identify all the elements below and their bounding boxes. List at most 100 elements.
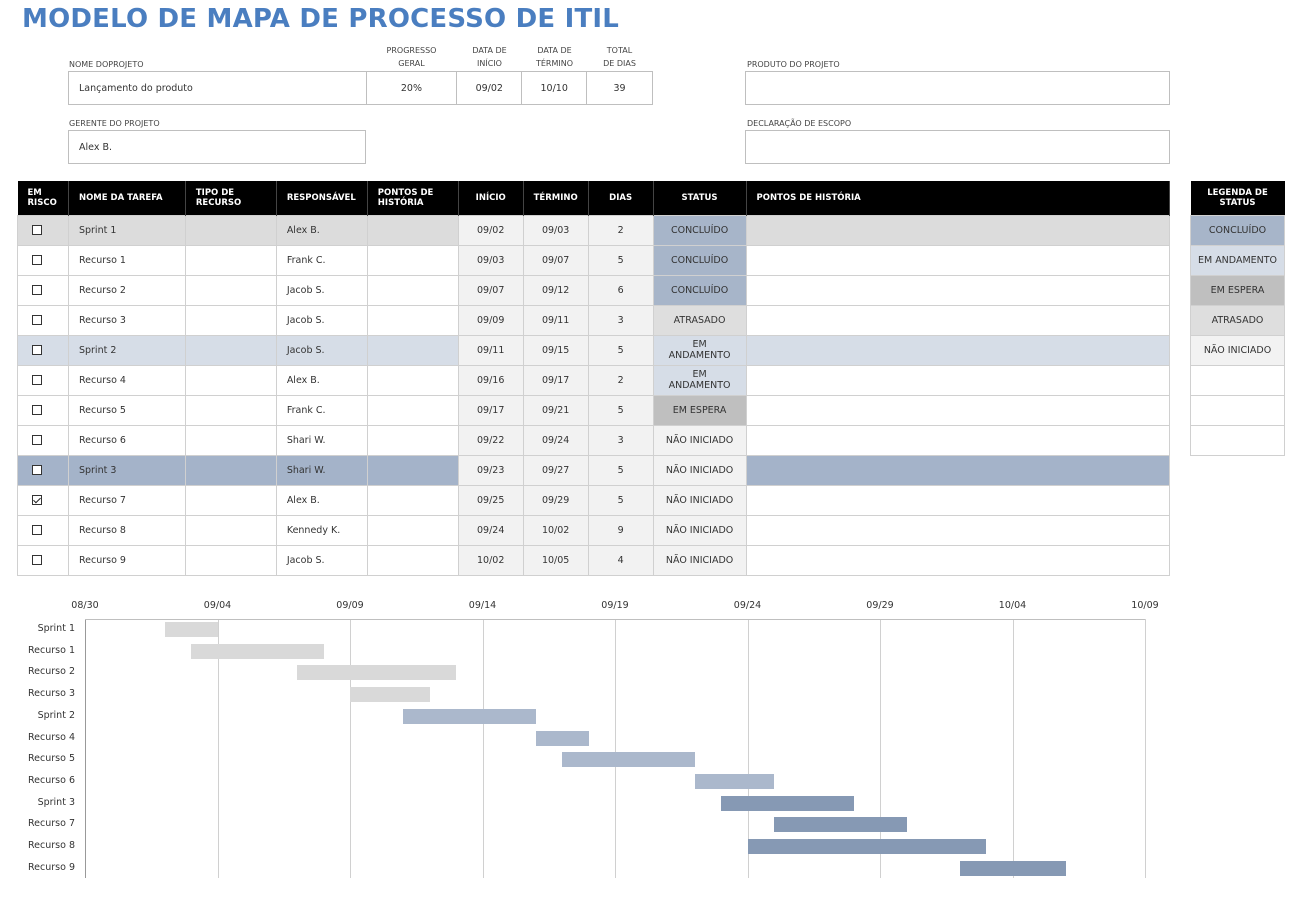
end-cell[interactable]: 09/07 bbox=[522, 244, 589, 276]
end-cell[interactable]: 10/05 bbox=[522, 544, 589, 576]
story-points-cell[interactable] bbox=[366, 544, 459, 576]
at-risk-checkbox[interactable] bbox=[32, 465, 42, 475]
owner-cell[interactable]: Alex B. bbox=[275, 214, 368, 246]
story-points-cell[interactable] bbox=[366, 364, 459, 396]
task-name-cell[interactable]: Recurso 4 bbox=[67, 364, 186, 396]
task-name-cell[interactable]: Sprint 3 bbox=[67, 454, 186, 486]
scope-statement-field[interactable] bbox=[745, 130, 1170, 164]
resource-type-cell[interactable] bbox=[184, 334, 277, 366]
end-cell[interactable]: 09/27 bbox=[522, 454, 589, 486]
task-name-cell[interactable]: Sprint 2 bbox=[67, 334, 186, 366]
resource-type-cell[interactable] bbox=[184, 214, 277, 246]
story-notes-cell[interactable] bbox=[745, 484, 1171, 516]
start-cell[interactable]: 09/17 bbox=[457, 394, 524, 426]
story-points-cell[interactable] bbox=[366, 484, 459, 516]
task-name-cell[interactable]: Sprint 1 bbox=[67, 214, 186, 246]
at-risk-checkbox[interactable] bbox=[32, 285, 42, 295]
task-name-cell[interactable]: Recurso 9 bbox=[67, 544, 186, 576]
owner-cell[interactable]: Alex B. bbox=[275, 364, 368, 396]
at-risk-checkbox[interactable] bbox=[32, 375, 42, 385]
end-cell[interactable]: 09/15 bbox=[522, 334, 589, 366]
start-cell[interactable]: 09/03 bbox=[457, 244, 524, 276]
task-name-cell[interactable]: Recurso 5 bbox=[67, 394, 186, 426]
story-notes-cell[interactable] bbox=[745, 394, 1171, 426]
story-points-cell[interactable] bbox=[366, 304, 459, 336]
status-cell[interactable]: EM ANDAMENTO bbox=[652, 334, 747, 366]
status-cell[interactable]: NÃO INICIADO bbox=[652, 424, 747, 456]
project-name-field[interactable]: Lançamento do produto bbox=[69, 72, 367, 104]
status-cell[interactable]: NÃO INICIADO bbox=[652, 454, 747, 486]
at-risk-checkbox[interactable] bbox=[32, 315, 42, 325]
owner-cell[interactable]: Alex B. bbox=[275, 484, 368, 516]
at-risk-checkbox[interactable] bbox=[32, 495, 42, 505]
progress-field[interactable]: 20% bbox=[367, 72, 458, 104]
resource-type-cell[interactable] bbox=[184, 484, 277, 516]
start-cell[interactable]: 09/11 bbox=[457, 334, 524, 366]
owner-cell[interactable]: Shari W. bbox=[275, 424, 368, 456]
at-risk-checkbox[interactable] bbox=[32, 435, 42, 445]
end-cell[interactable]: 10/02 bbox=[522, 514, 589, 546]
at-risk-checkbox[interactable] bbox=[32, 255, 42, 265]
resource-type-cell[interactable] bbox=[184, 364, 277, 396]
end-cell[interactable]: 09/21 bbox=[522, 394, 589, 426]
resource-type-cell[interactable] bbox=[184, 394, 277, 426]
start-cell[interactable]: 09/23 bbox=[457, 454, 524, 486]
start-cell[interactable]: 09/25 bbox=[457, 484, 524, 516]
resource-type-cell[interactable] bbox=[184, 274, 277, 306]
story-notes-cell[interactable] bbox=[745, 364, 1171, 396]
end-cell[interactable]: 09/17 bbox=[522, 364, 589, 396]
start-cell[interactable]: 09/07 bbox=[457, 274, 524, 306]
start-cell[interactable]: 10/02 bbox=[457, 544, 524, 576]
status-cell[interactable]: CONCLUÍDO bbox=[652, 214, 747, 246]
at-risk-checkbox[interactable] bbox=[32, 405, 42, 415]
total-days-field[interactable]: 39 bbox=[613, 82, 626, 94]
story-notes-cell[interactable] bbox=[745, 544, 1171, 576]
status-cell[interactable]: ATRASADO bbox=[652, 304, 747, 336]
owner-cell[interactable]: Frank C. bbox=[275, 244, 368, 276]
owner-cell[interactable]: Jacob S. bbox=[275, 544, 368, 576]
status-cell[interactable]: NÃO INICIADO bbox=[652, 544, 747, 576]
at-risk-checkbox[interactable] bbox=[32, 345, 42, 355]
status-cell[interactable]: EM ANDAMENTO bbox=[652, 364, 747, 396]
owner-cell[interactable]: Jacob S. bbox=[275, 334, 368, 366]
story-points-cell[interactable] bbox=[366, 244, 459, 276]
task-name-cell[interactable]: Recurso 8 bbox=[67, 514, 186, 546]
task-name-cell[interactable]: Recurso 1 bbox=[67, 244, 186, 276]
story-notes-cell[interactable] bbox=[745, 304, 1171, 336]
project-manager-field[interactable]: Alex B. bbox=[68, 130, 366, 164]
start-cell[interactable]: 09/02 bbox=[457, 214, 524, 246]
story-points-cell[interactable] bbox=[366, 334, 459, 366]
story-points-cell[interactable] bbox=[366, 394, 459, 426]
story-points-cell[interactable] bbox=[366, 214, 459, 246]
resource-type-cell[interactable] bbox=[184, 244, 277, 276]
status-cell[interactable]: EM ESPERA bbox=[652, 394, 747, 426]
story-notes-cell[interactable] bbox=[745, 514, 1171, 546]
story-points-cell[interactable] bbox=[366, 454, 459, 486]
end-cell[interactable]: 09/29 bbox=[522, 484, 589, 516]
task-name-cell[interactable]: Recurso 2 bbox=[67, 274, 186, 306]
task-name-cell[interactable]: Recurso 7 bbox=[67, 484, 186, 516]
story-notes-cell[interactable] bbox=[745, 214, 1171, 246]
start-cell[interactable]: 09/16 bbox=[457, 364, 524, 396]
story-points-cell[interactable] bbox=[366, 274, 459, 306]
task-name-cell[interactable]: Recurso 3 bbox=[67, 304, 186, 336]
at-risk-checkbox[interactable] bbox=[32, 555, 42, 565]
end-date-field[interactable]: 10/10 bbox=[522, 72, 588, 104]
resource-type-cell[interactable] bbox=[184, 424, 277, 456]
story-notes-cell[interactable] bbox=[745, 334, 1171, 366]
start-cell[interactable]: 09/09 bbox=[457, 304, 524, 336]
story-points-cell[interactable] bbox=[366, 514, 459, 546]
owner-cell[interactable]: Frank C. bbox=[275, 394, 368, 426]
owner-cell[interactable]: Jacob S. bbox=[275, 304, 368, 336]
start-cell[interactable]: 09/24 bbox=[457, 514, 524, 546]
story-notes-cell[interactable] bbox=[745, 244, 1171, 276]
owner-cell[interactable]: Kennedy K. bbox=[275, 514, 368, 546]
project-deliverable-field[interactable] bbox=[745, 71, 1170, 105]
story-notes-cell[interactable] bbox=[745, 454, 1171, 486]
at-risk-checkbox[interactable] bbox=[32, 525, 42, 535]
status-cell[interactable]: NÃO INICIADO bbox=[652, 514, 747, 546]
at-risk-checkbox[interactable] bbox=[32, 225, 42, 235]
end-cell[interactable]: 09/03 bbox=[522, 214, 589, 246]
owner-cell[interactable]: Shari W. bbox=[275, 454, 368, 486]
story-notes-cell[interactable] bbox=[745, 274, 1171, 306]
